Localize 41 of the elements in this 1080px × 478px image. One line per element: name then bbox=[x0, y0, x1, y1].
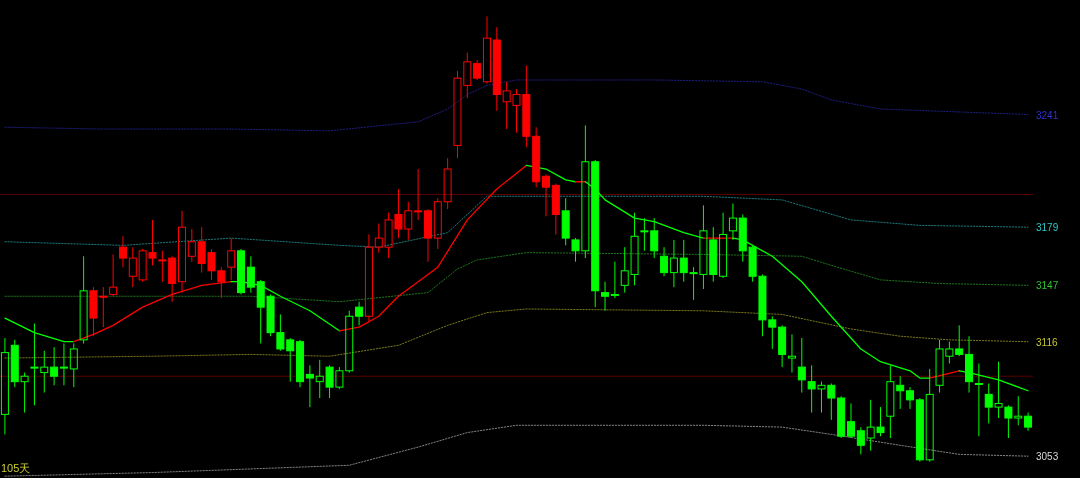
annotation: 105天 bbox=[1, 462, 31, 474]
y-tick-label: 3241 bbox=[1036, 109, 1059, 121]
candlestick bbox=[915, 397, 924, 463]
candlestick bbox=[1024, 412, 1033, 432]
candlestick bbox=[542, 173, 551, 217]
candlestick bbox=[227, 237, 236, 281]
line-series bbox=[338, 164, 527, 332]
candlestick bbox=[896, 375, 905, 410]
y-tick-label: 3053 bbox=[1036, 451, 1059, 463]
candlestick bbox=[669, 239, 678, 288]
candlestick bbox=[305, 364, 314, 408]
candlestick bbox=[423, 208, 432, 263]
candlestick bbox=[296, 339, 305, 388]
candlestick bbox=[0, 337, 9, 435]
candlestick bbox=[59, 343, 68, 386]
candlestick bbox=[128, 246, 137, 288]
y-tick-label: 3179 bbox=[1036, 222, 1059, 234]
candlestick bbox=[355, 301, 364, 326]
line-series bbox=[525, 164, 577, 183]
y-tick-label: 3147 bbox=[1036, 280, 1059, 292]
candlestick bbox=[601, 281, 610, 312]
candlestick bbox=[906, 386, 915, 410]
candlestick bbox=[719, 212, 728, 279]
candlestick bbox=[778, 324, 787, 368]
candlestick bbox=[797, 337, 806, 394]
candlestick bbox=[118, 235, 127, 268]
candlestick bbox=[50, 346, 59, 386]
candlestick bbox=[492, 26, 501, 112]
y-tick-label: 3116 bbox=[1036, 336, 1058, 348]
candlestick bbox=[787, 333, 796, 374]
candlestick bbox=[364, 233, 373, 323]
candlestick bbox=[414, 168, 423, 221]
candlestick bbox=[660, 246, 669, 277]
candlestick bbox=[551, 183, 560, 235]
candlestick bbox=[187, 228, 196, 263]
candlestick bbox=[109, 253, 118, 297]
candlestick bbox=[482, 15, 491, 85]
candlestick bbox=[847, 402, 855, 439]
candlestick bbox=[610, 261, 619, 299]
candlestick bbox=[532, 126, 541, 188]
candlestick bbox=[473, 59, 482, 81]
